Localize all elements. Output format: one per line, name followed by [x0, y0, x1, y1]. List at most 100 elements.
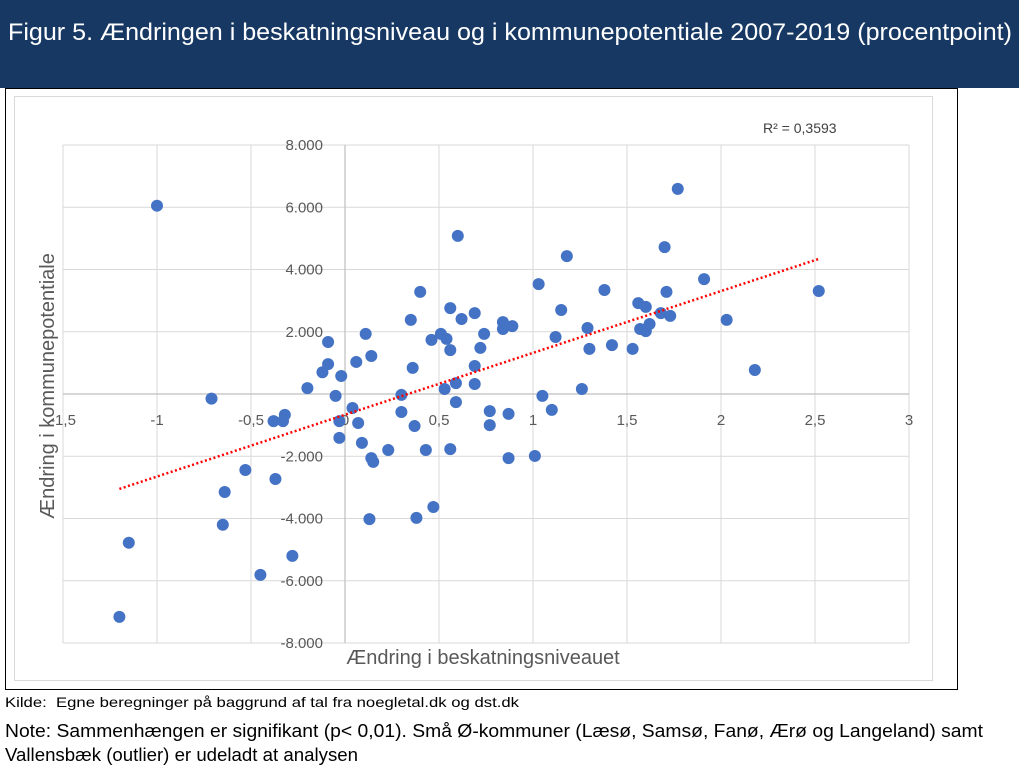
data-point	[474, 341, 487, 354]
data-point	[113, 610, 126, 623]
data-point	[352, 416, 365, 429]
note-line-1: Note: Sammenhængen er signifikant (p< 0,…	[5, 721, 983, 741]
data-point	[359, 327, 372, 340]
data-point	[406, 361, 419, 374]
data-point	[269, 472, 282, 485]
data-point	[419, 444, 432, 457]
data-point	[664, 309, 677, 322]
trendline-layer	[119, 257, 820, 491]
data-point	[216, 518, 229, 531]
data-point	[414, 285, 427, 298]
y-tick-label: 6.000	[285, 199, 323, 216]
x-axis-title: Ændring i beskatningsniveauet	[346, 647, 620, 669]
data-point	[532, 278, 545, 291]
figure-title: Figur 5. Ændringen i beskatningsniveau o…	[8, 19, 1012, 46]
data-point	[322, 336, 335, 349]
x-tick-label: -0,5	[238, 412, 264, 429]
x-tick-label: 2,5	[805, 412, 826, 429]
data-point	[267, 415, 280, 428]
data-point	[335, 369, 348, 382]
data-point	[355, 436, 368, 449]
data-point	[698, 273, 711, 286]
data-point	[483, 405, 496, 418]
data-point	[478, 327, 491, 340]
x-tick-label: 1,5	[617, 412, 638, 429]
data-point	[528, 449, 541, 462]
tick-labels: -1,5-1-0,500,511,522,538.0006.0004.0002.…	[50, 137, 913, 652]
data-point	[581, 322, 594, 335]
data-point	[555, 303, 568, 316]
data-point	[367, 455, 380, 468]
data-point	[333, 431, 346, 444]
data-point	[671, 182, 684, 195]
data-point	[812, 284, 825, 297]
data-point	[254, 568, 267, 581]
data-point	[440, 332, 453, 345]
data-point	[449, 396, 462, 409]
data-point	[560, 250, 573, 263]
data-point	[205, 392, 218, 405]
data-point	[444, 344, 457, 357]
data-point	[536, 389, 549, 402]
data-point	[468, 378, 481, 391]
data-point	[301, 382, 314, 395]
data-point	[346, 402, 359, 415]
y-tick-label: -8.000	[280, 635, 323, 652]
data-point	[483, 419, 496, 432]
data-point	[122, 536, 135, 549]
data-point	[583, 342, 596, 355]
data-point	[322, 358, 335, 371]
data-point	[455, 312, 468, 325]
y-axis-title: Ændring i kommunepotentiale	[37, 253, 59, 519]
data-point	[658, 241, 671, 254]
data-point	[506, 320, 519, 333]
data-point	[333, 415, 346, 428]
chart-area-border	[14, 96, 933, 681]
data-point	[218, 486, 231, 499]
data-point	[444, 443, 457, 456]
data-point	[350, 355, 363, 368]
data-point	[549, 331, 562, 344]
data-point	[660, 285, 673, 298]
note-line-2: Vallensbæk (outlier) er udeladt at analy…	[5, 745, 358, 765]
data-point	[451, 229, 464, 242]
data-point	[425, 333, 438, 346]
y-tick-label: 8.000	[285, 137, 323, 154]
x-tick-label: 2	[717, 412, 725, 429]
data-point	[643, 317, 656, 330]
data-point	[239, 463, 252, 476]
data-points	[113, 182, 825, 623]
data-point	[502, 407, 515, 420]
y-tick-label: -6.000	[280, 573, 323, 590]
data-point	[626, 342, 639, 355]
data-point	[151, 199, 163, 212]
data-point	[408, 420, 421, 433]
x-tick-label: -1	[150, 412, 163, 429]
x-tick-label: 1	[529, 412, 537, 429]
data-point	[545, 403, 558, 416]
x-tick-label: 3	[905, 412, 913, 429]
data-point	[363, 513, 376, 526]
data-point	[427, 500, 440, 513]
data-point	[410, 511, 423, 524]
data-point	[720, 313, 733, 326]
data-point	[575, 383, 588, 396]
data-point	[496, 322, 509, 335]
data-point	[748, 364, 761, 377]
x-tick-label: 0,5	[429, 412, 450, 429]
y-tick-label: 4.000	[285, 262, 323, 279]
data-point	[605, 339, 618, 352]
r-squared-label: R² = 0,3593	[763, 120, 837, 136]
y-tick-label: 2.000	[285, 324, 323, 341]
data-point	[468, 307, 481, 320]
data-point	[639, 300, 652, 313]
data-point	[365, 350, 378, 363]
data-point	[468, 359, 481, 372]
y-tick-label: -4.000	[280, 511, 323, 528]
data-point	[329, 389, 342, 402]
source-note: Kilde: Egne beregninger på baggrund af t…	[5, 694, 520, 710]
data-point	[395, 406, 408, 419]
data-point	[278, 408, 291, 421]
